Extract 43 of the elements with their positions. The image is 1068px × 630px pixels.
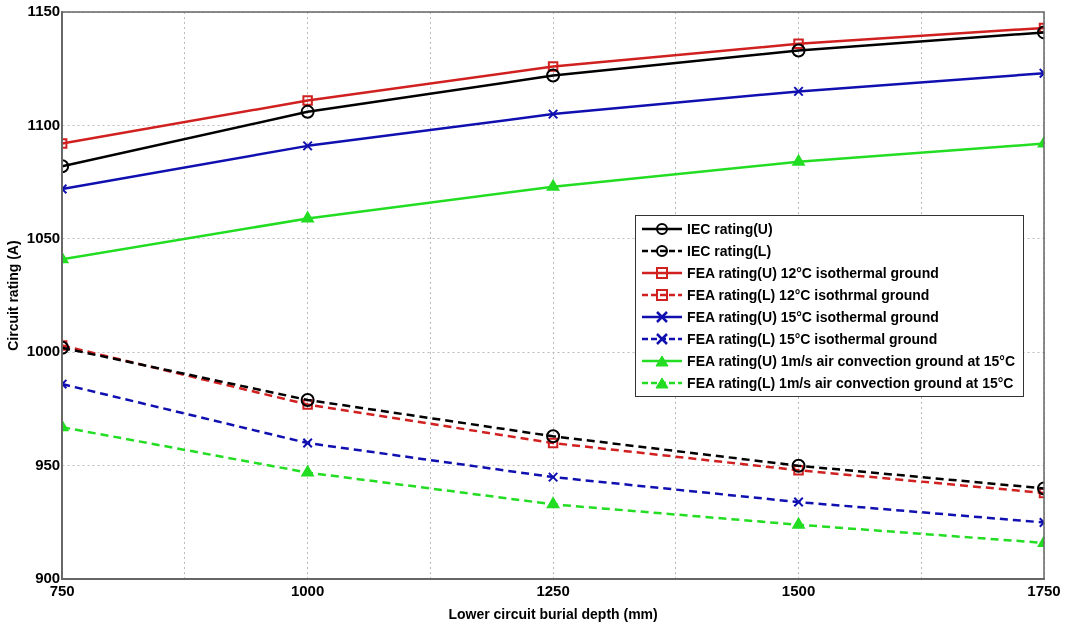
point bbox=[300, 104, 315, 119]
point bbox=[793, 496, 804, 508]
x-tick-label: 1500 bbox=[781, 582, 816, 600]
point bbox=[793, 38, 804, 50]
legend-label: IEC rating(L) bbox=[687, 242, 772, 259]
point bbox=[300, 392, 315, 407]
legend-label: FEA rating(U) 12°C isothermal ground bbox=[687, 264, 939, 281]
x-axis-title: Lower circuit burial depth (mm) bbox=[448, 606, 658, 623]
point bbox=[547, 437, 559, 449]
point bbox=[546, 179, 560, 191]
point bbox=[792, 517, 805, 529]
point bbox=[792, 154, 805, 166]
legend-label: IEC rating(U) bbox=[687, 220, 773, 237]
y-tick-label: 1150 bbox=[27, 2, 61, 20]
y-tick-label: 950 bbox=[35, 455, 61, 473]
legend-label: FEA rating(L) 15°C isothermal ground bbox=[687, 330, 938, 347]
point bbox=[547, 471, 559, 483]
x-tick-label: 1250 bbox=[536, 582, 570, 600]
point bbox=[793, 86, 804, 97]
point bbox=[547, 61, 559, 72]
point bbox=[546, 429, 561, 444]
point bbox=[302, 399, 313, 410]
point bbox=[302, 140, 313, 152]
y-axis-title: Circuit rating (A) bbox=[5, 240, 22, 351]
point bbox=[793, 465, 804, 476]
x-tick-label: 1000 bbox=[290, 582, 325, 600]
y-tick-label: 1000 bbox=[26, 342, 61, 360]
y-tick-label: 1050 bbox=[26, 229, 61, 247]
y-tick-label: 1100 bbox=[27, 115, 61, 133]
point bbox=[546, 68, 561, 83]
legend-label: FEA rating(U) 15°C isothermal ground bbox=[687, 308, 939, 325]
legend-label: FEA rating(L) 1m/s air convection ground at 15°C bbox=[687, 374, 1014, 391]
legend-label: FEA rating(U) 1m/s air convection ground at 15°C bbox=[687, 352, 1015, 369]
point bbox=[791, 43, 806, 58]
point bbox=[546, 497, 560, 509]
point bbox=[547, 108, 559, 120]
point bbox=[791, 458, 806, 473]
point bbox=[301, 465, 314, 477]
point bbox=[301, 211, 314, 223]
legend-label: FEA rating(L) 12°C isothrmal ground bbox=[687, 286, 930, 303]
point bbox=[302, 95, 313, 106]
point bbox=[302, 437, 313, 449]
x-tick-label: 1750 bbox=[1027, 582, 1061, 600]
